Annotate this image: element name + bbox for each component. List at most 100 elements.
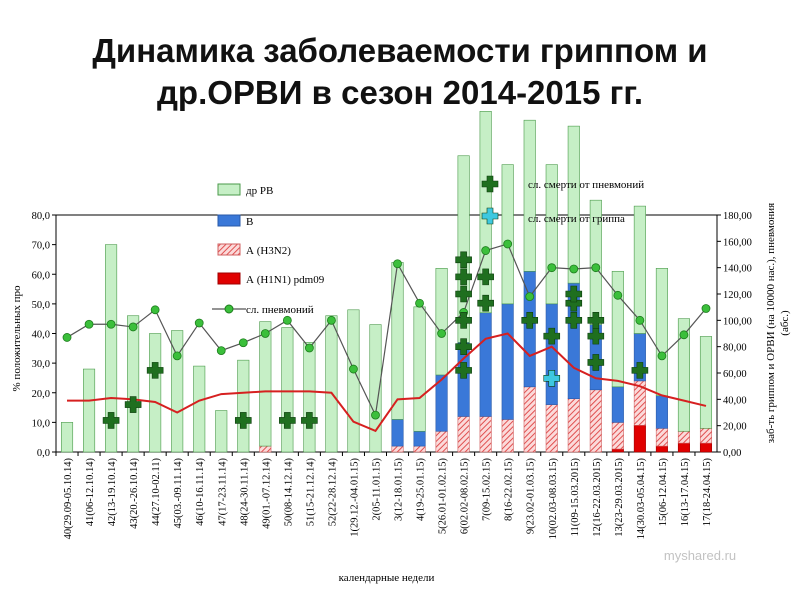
bar-other bbox=[501, 164, 514, 305]
x-tick-label: 42(13-19.10.14) bbox=[107, 458, 118, 527]
pneumonia-death-marker bbox=[279, 412, 296, 429]
x-tick-label: 12(16-22.03.2015) bbox=[592, 458, 603, 537]
x-tick-label: 46(10-16.11.14) bbox=[195, 458, 206, 526]
pneumonia-death-marker bbox=[477, 268, 494, 286]
bar-other bbox=[567, 125, 580, 284]
left-tick-label: 40,0 bbox=[32, 330, 50, 341]
x-tick-label: 15(06-12.04.15) bbox=[658, 458, 669, 527]
incidence-line bbox=[67, 332, 707, 433]
x-tick-label: 13(23-29.03.2015) bbox=[614, 458, 625, 537]
pneumonia-death-marker bbox=[234, 412, 252, 429]
x-tick-label: 3(12-18.01.15) bbox=[394, 458, 405, 521]
x-tick-label: 43(20.-26.10.14) bbox=[129, 458, 140, 529]
legend-swatch-b bbox=[217, 214, 241, 227]
right-tick-label: 100,00 bbox=[723, 316, 752, 327]
bar-b bbox=[391, 419, 404, 447]
pneumonia-death-marker bbox=[565, 285, 583, 303]
pneumonia-point bbox=[415, 298, 424, 308]
pneumonia-point bbox=[194, 318, 204, 328]
pneumonia-death-marker-shape bbox=[146, 362, 164, 379]
bar-other bbox=[60, 422, 74, 453]
watermark-text: myshared.ru bbox=[664, 548, 736, 563]
pneumonia-point bbox=[304, 343, 314, 353]
x-tick-label: 44(27.10-02.11) bbox=[151, 458, 162, 526]
pneumonia-death-marker bbox=[587, 327, 605, 345]
bar-h1n1 bbox=[677, 442, 690, 453]
pneumonia-death-marker-shape bbox=[102, 412, 120, 429]
bar-other bbox=[127, 315, 140, 453]
legend-label: сл. пневмоний bbox=[246, 304, 314, 316]
x-tick-label: 5(26.01-01.02.15) bbox=[438, 458, 449, 535]
x-tick-label: 7(09-15.02.15) bbox=[482, 458, 493, 521]
bar-other bbox=[259, 321, 272, 447]
pneumonia-point bbox=[679, 330, 689, 340]
x-tick-label: 1(29.12.-04.01.15) bbox=[349, 458, 360, 537]
pneumonia-death-marker bbox=[455, 312, 472, 329]
left-tick-label: 60,0 bbox=[32, 270, 50, 281]
x-tick-label: 41(06-12.10.14) bbox=[85, 458, 96, 527]
pneumonia-death-marker-shape bbox=[455, 251, 472, 269]
pneumonia-death-marker bbox=[455, 285, 472, 303]
pneumonia-point bbox=[635, 315, 645, 325]
bar-other bbox=[347, 309, 360, 453]
pneumonia-point bbox=[128, 322, 138, 332]
axes: 0,0 10,0 20,0 30,0 40,0 50,0 60,0 70,0 80,0 0,00 2… bbox=[11, 203, 791, 584]
pneumonia-death-marker-shape bbox=[631, 362, 649, 379]
pneumonia-death-marker-shape bbox=[521, 312, 539, 329]
pneumonia-death-marker-shape bbox=[279, 412, 296, 429]
pneumonia-point bbox=[393, 259, 402, 269]
pneumonia-point bbox=[613, 290, 623, 300]
bar-other bbox=[105, 244, 118, 453]
legend-cross-pneumonia-death bbox=[481, 175, 499, 193]
legend-label: А (H3N2) bbox=[246, 245, 291, 257]
x-tick-label: 52(22-28.12.14) bbox=[327, 458, 338, 527]
bar-other bbox=[325, 315, 338, 453]
pneumonia-death-marker bbox=[455, 362, 472, 379]
pneumonia-point bbox=[657, 351, 667, 361]
x-tick-label: 40(29.09-05.10.14) bbox=[63, 458, 74, 540]
pneumonia-point bbox=[701, 304, 711, 313]
bar-other bbox=[523, 119, 536, 272]
bar-h3n2 bbox=[457, 416, 470, 453]
pneumonia-death-marker bbox=[146, 362, 164, 379]
pneumonia-death-marker bbox=[301, 412, 318, 429]
pneumonia-point bbox=[62, 333, 72, 342]
pneumonia-death-marker-shape bbox=[455, 268, 472, 286]
pneumonia-death-marker-shape bbox=[477, 294, 494, 312]
bar-h3n2 bbox=[699, 427, 713, 444]
line-series bbox=[62, 239, 711, 433]
bar-other bbox=[699, 336, 713, 429]
title-line-2: др.ОРВИ в сезон 2014-2015 гг. bbox=[156, 74, 643, 111]
bar-h3n2 bbox=[479, 416, 492, 453]
legend-swatch-other bbox=[217, 183, 241, 196]
x-tick-label: 6(02.02-08.02.15) bbox=[460, 458, 471, 535]
x-tick-label: 11(09-15.03.2015) bbox=[570, 458, 581, 537]
x-axis-title: календарные недели bbox=[339, 572, 435, 584]
pneumonia-point bbox=[371, 410, 380, 420]
bar-b bbox=[523, 270, 536, 388]
title-line-1: Динамика заболеваемости гриппом и bbox=[92, 32, 708, 69]
legend-label: сл. смерти от пневмоний bbox=[528, 179, 644, 191]
bar-other bbox=[611, 270, 624, 388]
pneumonia-death-marker-shape bbox=[455, 312, 472, 329]
legend-label: сл. смерти от гриппа bbox=[528, 213, 625, 225]
x-tick-label: 2(05-11.01.15) bbox=[371, 458, 382, 521]
bar-h3n2 bbox=[677, 430, 690, 444]
left-tick-label: 30,0 bbox=[32, 359, 50, 370]
pneumonia-death-marker-shape bbox=[565, 285, 583, 303]
pneumonia-death-marker bbox=[631, 362, 649, 379]
pneumonia-death-marker-shape bbox=[543, 327, 561, 345]
legend-marker-pneumonia bbox=[224, 304, 234, 314]
bar-h1n1 bbox=[655, 445, 668, 453]
pneumonia-death-marker bbox=[521, 312, 539, 329]
left-tick-label: 10,0 bbox=[32, 418, 50, 429]
pneumonia-point bbox=[569, 264, 579, 274]
y-axis-right-title-line2: (абс.) bbox=[779, 310, 791, 336]
pneumonia-death-marker-shape bbox=[234, 412, 252, 429]
bar-b bbox=[655, 395, 668, 429]
page-title: Динамика заболеваемости гриппом и др.ОРВ… bbox=[0, 30, 800, 114]
right-tick-label: 160,00 bbox=[723, 237, 752, 248]
pneumonia-point bbox=[591, 263, 601, 273]
bar-other bbox=[633, 205, 646, 334]
